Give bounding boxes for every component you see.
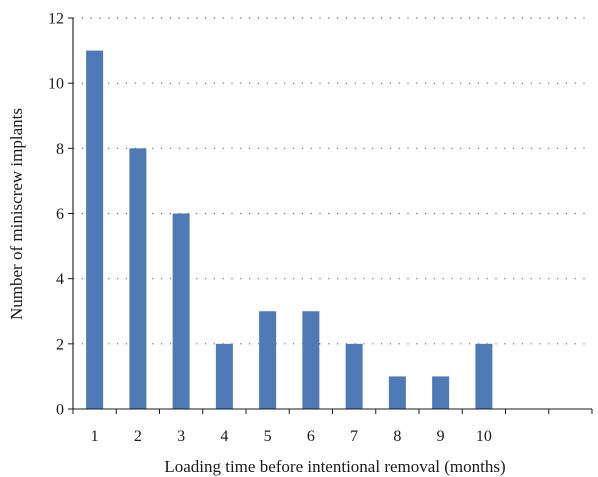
- bars: [86, 50, 493, 410]
- bar-5: [259, 311, 277, 409]
- x-tick-label: 1: [91, 428, 99, 445]
- x-tick-label: 10: [476, 428, 492, 445]
- bar-9: [432, 376, 450, 409]
- x-tick-label: 4: [220, 428, 228, 445]
- x-tick-label: 3: [177, 428, 185, 445]
- bar-6: [302, 311, 320, 409]
- y-tick-label: 12: [48, 11, 64, 28]
- bar-2: [129, 148, 147, 410]
- y-axis-title: Number of miniscrew implants: [7, 108, 26, 320]
- x-tick-label: 7: [350, 428, 358, 445]
- y-tick-label: 8: [56, 141, 64, 158]
- y-tick-label: 2: [56, 336, 64, 353]
- axes: [68, 17, 593, 414]
- y-tick-label: 4: [56, 271, 64, 288]
- x-tick-label: 6: [307, 428, 315, 445]
- y-tick-label: 6: [56, 206, 64, 223]
- bar-4: [215, 343, 233, 409]
- bar-1: [86, 50, 104, 409]
- bar-3: [172, 213, 190, 409]
- gridlines: [73, 17, 592, 345]
- y-tick-label: 0: [56, 402, 64, 419]
- x-tick-label: 9: [437, 428, 445, 445]
- bar-8: [388, 376, 406, 409]
- x-tick-label: 8: [393, 428, 401, 445]
- y-tick-label: 10: [48, 76, 64, 93]
- x-tick-labels: 1 2 3 4 5 6 7 8 9 10: [91, 428, 492, 445]
- bar-7: [345, 343, 363, 409]
- bar-10: [475, 343, 493, 409]
- y-tick-labels: 0 2 4 6 8 10 12: [48, 11, 64, 419]
- x-axis-title: Loading time before intentional removal …: [164, 457, 505, 476]
- x-tick-label: 2: [134, 428, 142, 445]
- x-tick-label: 5: [264, 428, 272, 445]
